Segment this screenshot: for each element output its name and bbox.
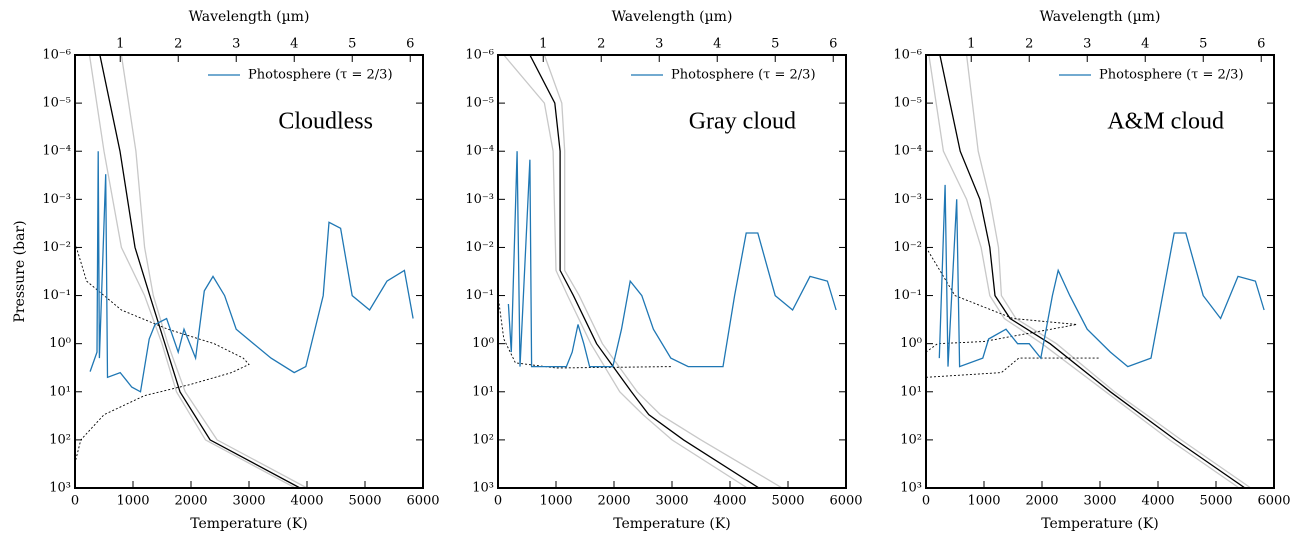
x2-tick-label: 1 bbox=[539, 37, 547, 52]
x-tick-label: 0 bbox=[494, 494, 502, 509]
x-tick-label: 2000 bbox=[597, 494, 630, 509]
y-tick-label: 10² bbox=[49, 432, 71, 447]
x2-tick-label: 3 bbox=[232, 37, 240, 52]
y-tick-label: 10⁻³ bbox=[893, 192, 922, 207]
cloud-line bbox=[75, 242, 250, 463]
x-tick-label: 5000 bbox=[1199, 494, 1232, 509]
x2-tick-label: 6 bbox=[1257, 37, 1265, 52]
x-tick-label: 4000 bbox=[713, 494, 746, 509]
x-tick-label: 5000 bbox=[771, 494, 804, 509]
y-tick-label: 10⁻⁴ bbox=[465, 144, 494, 159]
y-tick-label: 10⁻⁶ bbox=[893, 48, 922, 63]
x-tick-label: 3000 bbox=[1083, 494, 1116, 509]
x-axis-label: Temperature (K) bbox=[1041, 516, 1159, 532]
profile-line bbox=[99, 55, 301, 488]
x-tick-label: 4000 bbox=[290, 494, 323, 509]
x-tick-label: 0 bbox=[922, 494, 930, 509]
profile-line bbox=[939, 55, 1246, 488]
x2-tick-label: 2 bbox=[597, 37, 605, 52]
y-tick-label: 10⁻³ bbox=[42, 192, 71, 207]
x-tick-label: 3000 bbox=[655, 494, 688, 509]
panel-label: A&M cloud bbox=[1107, 109, 1224, 135]
y-tick-label: 10³ bbox=[49, 481, 71, 496]
profile-line bbox=[928, 55, 1240, 488]
y-tick-label: 10⁻⁴ bbox=[893, 144, 922, 159]
x2-axis-label: Wavelength (µm) bbox=[612, 9, 733, 25]
x2-tick-label: 5 bbox=[1199, 37, 1207, 52]
y-tick-label: 10⁻⁵ bbox=[42, 96, 71, 111]
x2-tick-label: 4 bbox=[290, 37, 298, 52]
y-tick-label: 10⁰ bbox=[472, 336, 494, 351]
profile-line bbox=[88, 55, 296, 488]
x-tick-label: 3000 bbox=[232, 494, 265, 509]
photosphere-line bbox=[507, 151, 837, 368]
cloud-line bbox=[926, 357, 1100, 378]
x-tick-label: 6000 bbox=[406, 494, 439, 509]
x2-tick-label: 2 bbox=[174, 37, 182, 52]
x2-tick-label: 5 bbox=[771, 37, 779, 52]
x2-tick-label: 1 bbox=[116, 37, 124, 52]
profile-line bbox=[543, 55, 783, 488]
panel-label: Cloudless bbox=[278, 109, 373, 135]
x-tick-label: 1000 bbox=[116, 494, 149, 509]
x2-tick-label: 6 bbox=[406, 37, 414, 52]
y-tick-label: 10⁻¹ bbox=[465, 288, 494, 303]
x-tick-label: 2000 bbox=[1025, 494, 1058, 509]
photosphere-line bbox=[89, 151, 414, 393]
x2-tick-label: 4 bbox=[1141, 37, 1149, 52]
x2-tick-label: 6 bbox=[829, 37, 837, 52]
y-tick-label: 10⁰ bbox=[49, 336, 71, 351]
profile-line bbox=[529, 55, 760, 488]
profile-line bbox=[120, 55, 308, 488]
y-tick-label: 10⁻⁶ bbox=[465, 48, 494, 63]
x-tick-label: 1000 bbox=[539, 494, 572, 509]
y-tick-label: 10² bbox=[472, 432, 494, 447]
y-tick-label: 10⁻¹ bbox=[893, 288, 922, 303]
legend-label: Photosphere (τ = 2/3) bbox=[1099, 68, 1244, 83]
legend-label: Photosphere (τ = 2/3) bbox=[671, 68, 816, 83]
x2-tick-label: 4 bbox=[713, 37, 721, 52]
y-tick-label: 10³ bbox=[472, 481, 494, 496]
x-axis-label: Temperature (K) bbox=[190, 516, 308, 532]
x2-tick-label: 5 bbox=[348, 37, 356, 52]
profile-line bbox=[965, 55, 1252, 488]
profile-line bbox=[503, 55, 748, 488]
cloud-line bbox=[498, 295, 673, 369]
y-tick-label: 10⁻³ bbox=[465, 192, 494, 207]
panel-label: Gray cloud bbox=[689, 109, 796, 135]
y-tick-label: 10¹ bbox=[49, 384, 71, 399]
y-tick-label: 10⁻⁴ bbox=[42, 144, 71, 159]
x2-tick-label: 3 bbox=[1083, 37, 1091, 52]
x-tick-label: 5000 bbox=[348, 494, 381, 509]
x2-tick-label: 3 bbox=[655, 37, 663, 52]
x2-axis-label: Wavelength (µm) bbox=[189, 9, 310, 25]
y-tick-label: 10⁻⁵ bbox=[465, 96, 494, 111]
y-tick-label: 10³ bbox=[900, 481, 922, 496]
y-tick-label: 10¹ bbox=[900, 384, 922, 399]
x2-tick-label: 1 bbox=[967, 37, 975, 52]
x2-axis-label: Wavelength (µm) bbox=[1040, 9, 1161, 25]
y-tick-label: 10⁰ bbox=[900, 336, 922, 351]
x-tick-label: 4000 bbox=[1141, 494, 1174, 509]
photosphere-line bbox=[938, 184, 1265, 368]
y-tick-label: 10⁻⁶ bbox=[42, 48, 71, 63]
cloud-line bbox=[926, 247, 1077, 353]
y-tick-label: 10¹ bbox=[472, 384, 494, 399]
x2-tick-label: 2 bbox=[1025, 37, 1033, 52]
y-axis-label: Pressure (bar) bbox=[12, 220, 28, 322]
x-tick-label: 1000 bbox=[967, 494, 1000, 509]
x-tick-label: 6000 bbox=[829, 494, 862, 509]
y-tick-label: 10⁻² bbox=[42, 240, 71, 255]
y-tick-label: 10⁻² bbox=[465, 240, 494, 255]
x-tick-label: 0 bbox=[71, 494, 79, 509]
y-tick-label: 10⁻⁵ bbox=[893, 96, 922, 111]
y-tick-label: 10⁻² bbox=[893, 240, 922, 255]
y-tick-label: 10² bbox=[900, 432, 922, 447]
y-tick-label: 10⁻¹ bbox=[42, 288, 71, 303]
x-axis-label: Temperature (K) bbox=[613, 516, 731, 532]
legend-label: Photosphere (τ = 2/3) bbox=[248, 68, 393, 83]
x-tick-label: 2000 bbox=[174, 494, 207, 509]
x-tick-label: 6000 bbox=[1257, 494, 1290, 509]
